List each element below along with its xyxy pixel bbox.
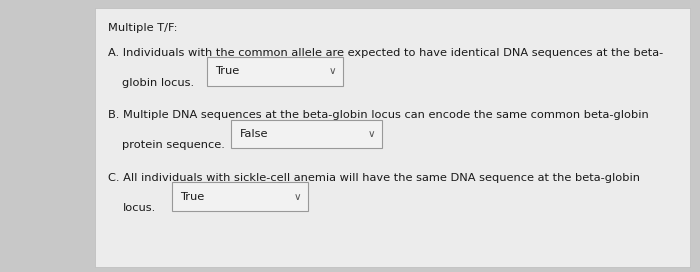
FancyBboxPatch shape — [172, 182, 308, 211]
Text: False: False — [239, 129, 268, 139]
Text: C. All individuals with sickle-cell anemia will have the same DNA sequence at th: C. All individuals with sickle-cell anem… — [108, 173, 640, 183]
Text: locus.: locus. — [122, 203, 155, 213]
Text: A. Individuals with the common allele are expected to have identical DNA sequenc: A. Individuals with the common allele ar… — [108, 48, 664, 58]
Text: ∨: ∨ — [294, 191, 301, 202]
Text: ∨: ∨ — [368, 129, 374, 139]
Text: B. Multiple DNA sequences at the beta-globin locus can encode the same common be: B. Multiple DNA sequences at the beta-gl… — [108, 110, 650, 120]
FancyBboxPatch shape — [94, 8, 690, 267]
Text: globin locus.: globin locus. — [122, 78, 195, 88]
Text: Multiple T/F:: Multiple T/F: — [108, 23, 178, 33]
FancyBboxPatch shape — [206, 57, 343, 86]
Text: True: True — [180, 191, 204, 202]
FancyBboxPatch shape — [231, 120, 382, 148]
Text: protein sequence.: protein sequence. — [122, 140, 225, 150]
Text: True: True — [215, 66, 239, 76]
Text: ∨: ∨ — [329, 66, 336, 76]
